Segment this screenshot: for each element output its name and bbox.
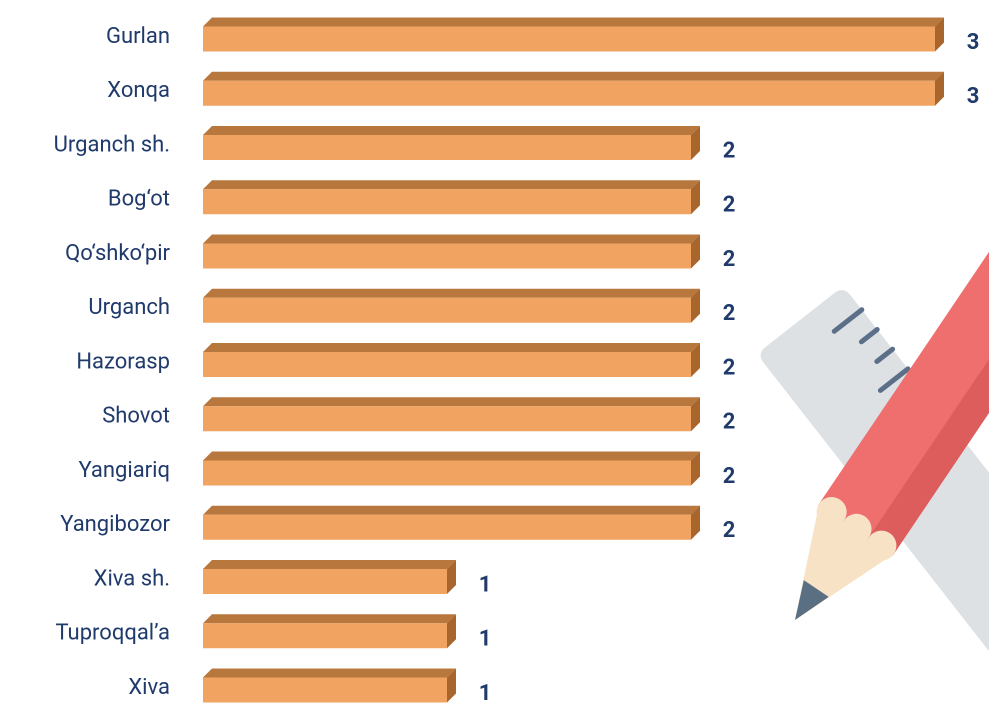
bar (203, 515, 691, 540)
bar (203, 135, 691, 160)
bar (203, 623, 447, 648)
y-tick-label: Yangiariq (78, 458, 170, 483)
value-label: 3 (967, 30, 980, 55)
bar-top (203, 72, 944, 81)
value-label: 1 (479, 572, 492, 597)
y-tick-label: Yangibozor (60, 512, 170, 537)
bar (203, 27, 935, 52)
y-tick-label: Urganch sh. (54, 132, 170, 157)
bar-top (203, 126, 700, 135)
y-tick-label: Urganch (88, 295, 170, 320)
bar-top (203, 180, 700, 189)
bar-top (203, 452, 700, 461)
bar (203, 244, 691, 269)
y-tick-label: Hazorasp (76, 349, 170, 374)
value-label: 1 (479, 627, 492, 652)
value-label: 2 (723, 518, 736, 543)
y-tick-label: Bog‘ot (108, 187, 170, 212)
bar-top (203, 506, 700, 515)
y-tick-label: Tuproqqal’a (55, 621, 170, 646)
value-label: 2 (723, 301, 736, 326)
value-label: 2 (723, 138, 736, 163)
bar (203, 461, 691, 486)
bar-top (203, 669, 456, 678)
value-label: 1 (479, 681, 492, 705)
bar (203, 298, 691, 323)
chart: Gurlan 3 Xonqa 3 Urganch sh. 2 Bog‘ot 2 Qo‘shko‘… (0, 0, 989, 705)
y-tick-label: Xiva sh. (94, 566, 170, 591)
bar (203, 81, 935, 106)
bar-top (203, 289, 700, 298)
bar-top (203, 18, 944, 27)
y-tick-label: Gurlan (106, 24, 170, 49)
value-label: 2 (723, 355, 736, 380)
bar-top (203, 235, 700, 244)
value-label: 2 (723, 464, 736, 489)
bar (203, 406, 691, 431)
value-label: 2 (723, 247, 736, 272)
y-tick-label: Xiva (128, 675, 170, 700)
bar-top (203, 343, 700, 352)
y-tick-label: Qo‘shko‘pir (65, 241, 170, 266)
y-tick-label: Shovot (102, 404, 170, 429)
bar-top (203, 397, 700, 406)
value-label: 2 (723, 193, 736, 218)
page: Gurlan 3 Xonqa 3 Urganch sh. 2 Bog‘ot 2 Qo‘shko‘… (0, 0, 989, 705)
bar (203, 678, 447, 703)
bar (203, 569, 447, 594)
value-label: 3 (967, 84, 980, 109)
bar-top (203, 560, 456, 569)
bar (203, 189, 691, 214)
value-label: 2 (723, 410, 736, 435)
bar (203, 352, 691, 377)
bar-top (203, 614, 456, 623)
y-tick-label: Xonqa (107, 78, 170, 103)
